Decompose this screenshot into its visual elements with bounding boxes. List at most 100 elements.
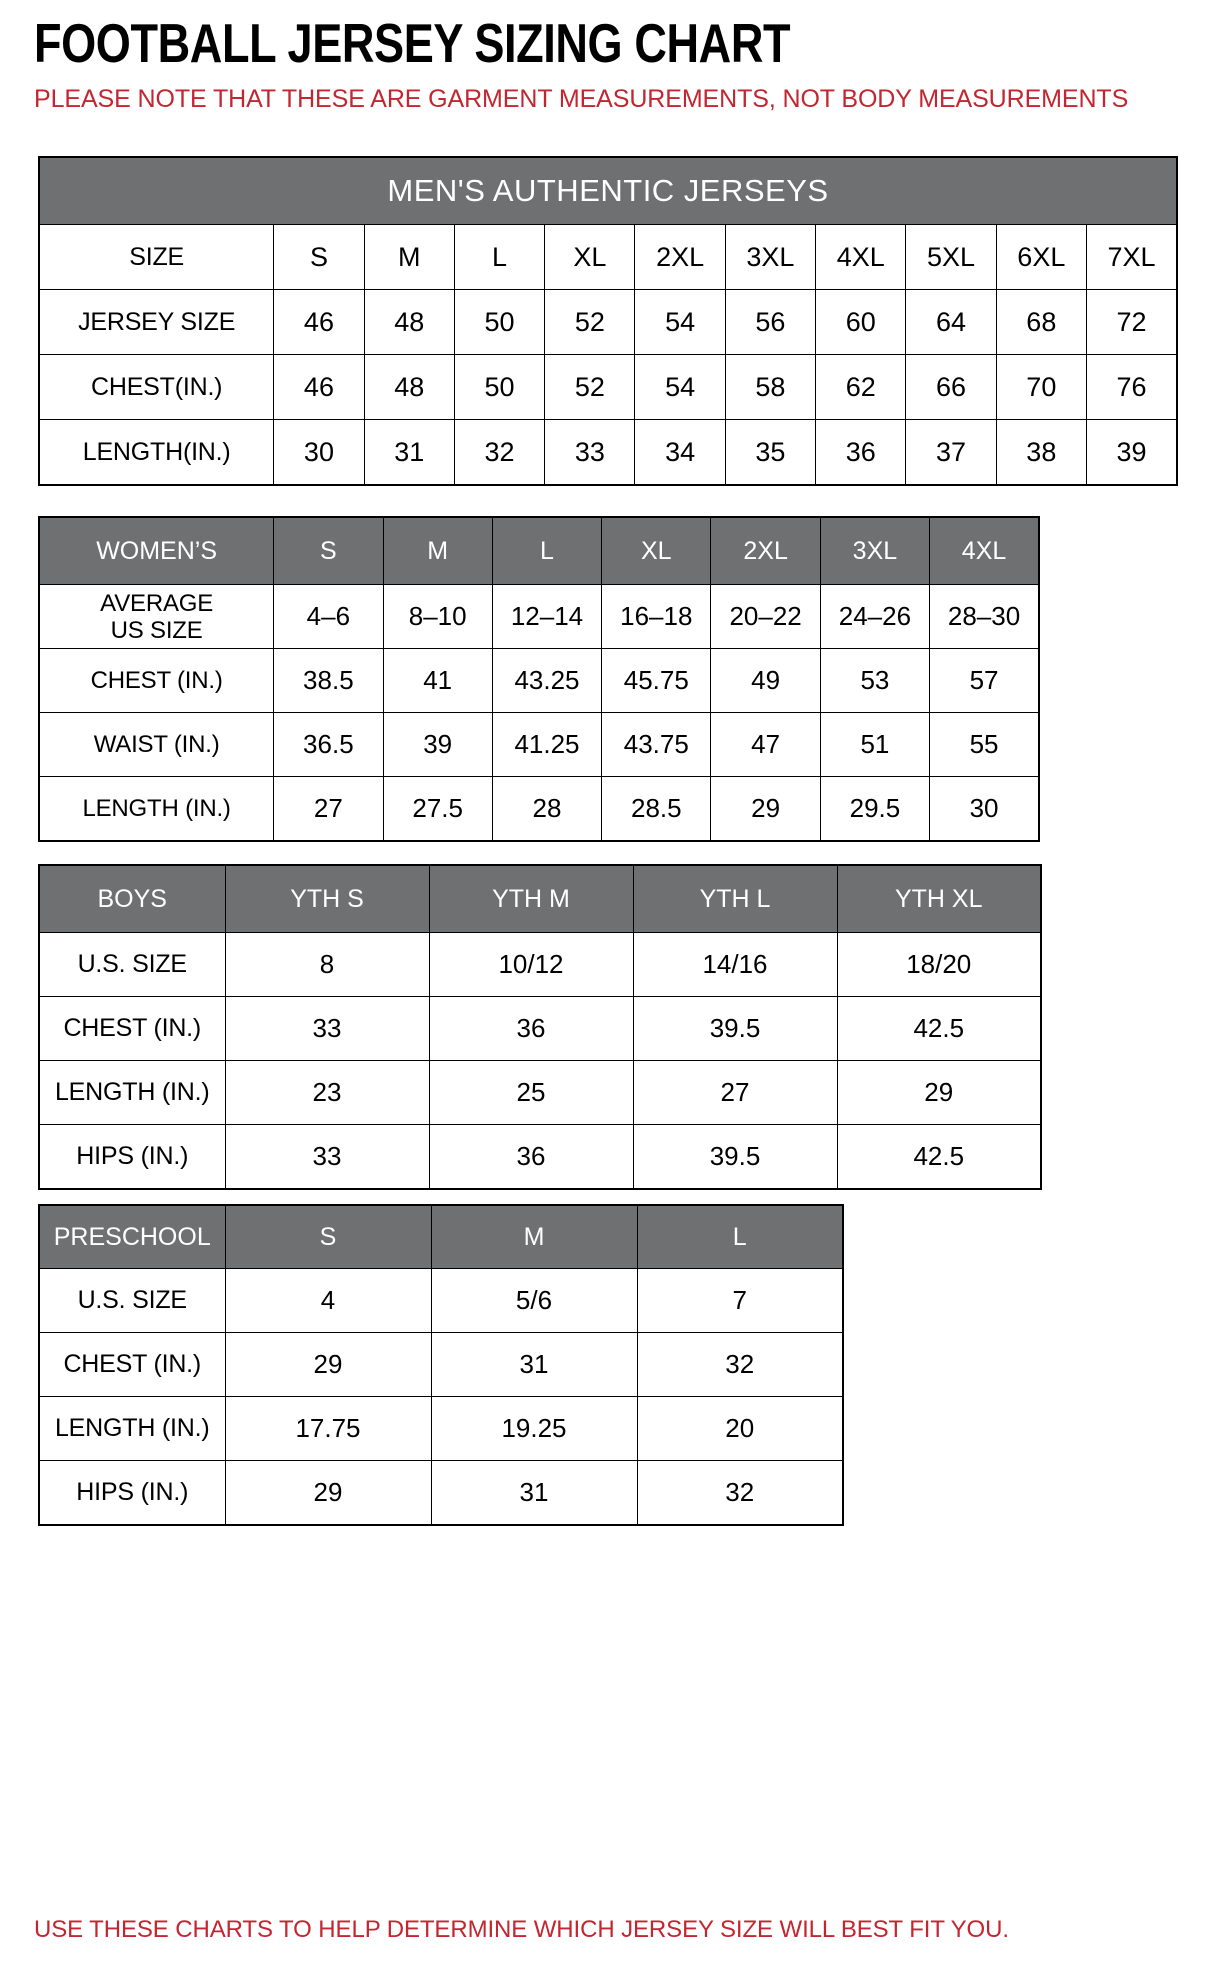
cell: 53 [819, 648, 931, 713]
cell: 41.25 [491, 712, 603, 777]
womens-row-label-line1: AVERAGE [100, 589, 214, 617]
cell: 33 [224, 996, 430, 1061]
cell: 58 [724, 354, 817, 420]
preschool-corner-label: PRESCHOOL [38, 1204, 226, 1269]
cell: 37 [905, 419, 997, 486]
cell: 33 [544, 419, 636, 486]
boys-row-label-hips: HIPS (IN.) [38, 1124, 226, 1190]
cell: 54 [634, 354, 726, 420]
mens-column-header-row: SIZE S M L XL 2XL 3XL 4XL 5XL 6XL 7XL [38, 224, 1178, 290]
cell: 29 [224, 1332, 432, 1397]
womens-col-s: S [273, 516, 384, 585]
cell: 39 [1085, 419, 1178, 486]
cell: 70 [995, 354, 1087, 420]
preschool-row-label-length: LENGTH (IN.) [38, 1396, 226, 1461]
womens-col-3xl: 3XL [819, 516, 931, 585]
cell: 24–26 [819, 584, 931, 649]
cell: 27 [632, 1060, 838, 1125]
table-row: WAIST (IN.) 36.5 39 41.25 43.75 47 51 55 [38, 712, 1040, 777]
cell: 76 [1085, 354, 1178, 420]
boys-sizing-table: BOYS YTH S YTH M YTH L YTH XL U.S. SIZE … [38, 864, 1042, 1190]
cell: 48 [363, 354, 455, 420]
table-row: U.S. SIZE 8 10/12 14/16 18/20 [38, 932, 1042, 997]
cell: 51 [819, 712, 931, 777]
boys-row-label-length: LENGTH (IN.) [38, 1060, 226, 1125]
cell: 29 [836, 1060, 1042, 1125]
mens-col-xl: XL [544, 224, 636, 290]
cell: 30 [273, 419, 365, 486]
cell: 34 [634, 419, 726, 486]
cell: 31 [363, 419, 455, 486]
cell: 50 [453, 354, 546, 420]
cell: 10/12 [428, 932, 634, 997]
table-row: HIPS (IN.) 33 36 39.5 42.5 [38, 1124, 1042, 1190]
mens-col-5xl: 5XL [905, 224, 997, 290]
cell: 36.5 [273, 712, 384, 777]
footer-note: USE THESE CHARTS TO HELP DETERMINE WHICH… [34, 1916, 1009, 1943]
cell: 12–14 [491, 584, 603, 649]
cell: 14/16 [632, 932, 838, 997]
boys-col-yth-l: YTH L [632, 864, 838, 933]
womens-row-label-chest: CHEST (IN.) [38, 648, 275, 713]
cell: 36 [815, 419, 907, 486]
preschool-col-l: L [636, 1204, 844, 1269]
cell: 29 [224, 1460, 432, 1526]
mens-row-label-jersey-size: JERSEY SIZE [38, 289, 275, 355]
preschool-row-label-hips: HIPS (IN.) [38, 1460, 226, 1526]
cell: 17.75 [224, 1396, 432, 1461]
cell: 28.5 [601, 776, 712, 842]
table-row: LENGTH (IN.) 23 25 27 29 [38, 1060, 1042, 1125]
womens-col-xl: XL [601, 516, 712, 585]
cell: 16–18 [601, 584, 712, 649]
womens-col-m: M [382, 516, 493, 585]
table-row: LENGTH (IN.) 17.75 19.25 20 [38, 1396, 844, 1461]
cell: 8–10 [382, 584, 493, 649]
cell: 4 [224, 1268, 432, 1333]
cell: 47 [710, 712, 821, 777]
cell: 28 [491, 776, 603, 842]
cell: 60 [815, 289, 907, 355]
page-title: FOOTBALL JERSEY SIZING CHART [34, 12, 791, 74]
womens-col-l: L [491, 516, 603, 585]
cell: 38 [995, 419, 1087, 486]
boys-row-label-chest: CHEST (IN.) [38, 996, 226, 1061]
cell: 33 [224, 1124, 430, 1190]
table-row: LENGTH (IN.) 27 27.5 28 28.5 29 29.5 30 [38, 776, 1040, 842]
womens-row-label-line2: US SIZE [110, 616, 203, 644]
cell: 48 [363, 289, 455, 355]
cell: 5/6 [430, 1268, 638, 1333]
cell: 36 [428, 996, 634, 1061]
boys-col-yth-s: YTH S [224, 864, 430, 933]
cell: 50 [453, 289, 546, 355]
cell: 30 [929, 776, 1040, 842]
boys-row-label-us-size: U.S. SIZE [38, 932, 226, 997]
mens-col-6xl: 6XL [995, 224, 1087, 290]
mens-col-7xl: 7XL [1085, 224, 1178, 290]
preschool-col-m: M [430, 1204, 638, 1269]
cell: 36 [428, 1124, 634, 1190]
mens-row-label-length: LENGTH(IN.) [38, 419, 275, 486]
womens-row-label-average-us-size: AVERAGE US SIZE [38, 584, 275, 649]
cell: 20 [636, 1396, 844, 1461]
cell: 52 [544, 289, 636, 355]
mens-col-s: S [273, 224, 365, 290]
cell: 56 [724, 289, 817, 355]
cell: 42.5 [836, 1124, 1042, 1190]
cell: 4–6 [273, 584, 384, 649]
preschool-col-s: S [224, 1204, 432, 1269]
cell: 57 [929, 648, 1040, 713]
womens-row-label-waist: WAIST (IN.) [38, 712, 275, 777]
womens-row-label-length: LENGTH (IN.) [38, 776, 275, 842]
cell: 46 [273, 354, 365, 420]
cell: 29.5 [819, 776, 931, 842]
womens-col-2xl: 2XL [710, 516, 821, 585]
boys-corner-label: BOYS [38, 864, 226, 933]
table-row: CHEST(IN.) 46 48 50 52 54 58 62 66 70 76 [38, 354, 1178, 420]
cell: 20–22 [710, 584, 821, 649]
table-row: U.S. SIZE 4 5/6 7 [38, 1268, 844, 1333]
mens-col-m: M [363, 224, 455, 290]
womens-sizing-table: WOMEN’S S M L XL 2XL 3XL 4XL AVERAGE US … [38, 516, 1040, 842]
table-row: CHEST (IN.) 33 36 39.5 42.5 [38, 996, 1042, 1061]
cell: 8 [224, 932, 430, 997]
